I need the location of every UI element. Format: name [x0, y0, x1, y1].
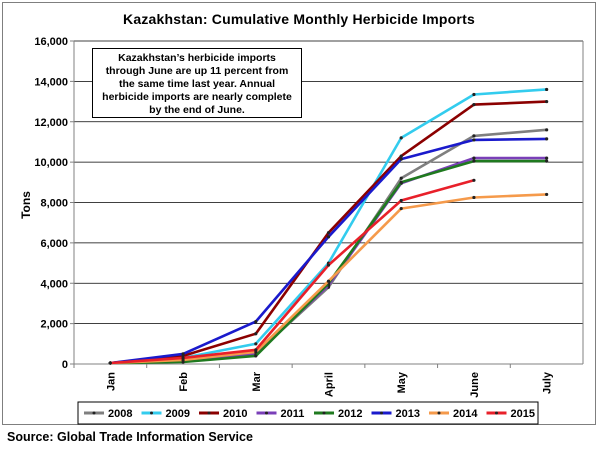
- legend-box: [77, 401, 539, 425]
- data-point-2012: [399, 180, 403, 184]
- data-point-2012: [472, 159, 476, 163]
- legend-marker-2009: [150, 411, 153, 415]
- source-note: Source: Global Trade Information Service: [7, 430, 253, 444]
- chart-plot: 0 2,000 4,000 6,000 8,000 10,000 12,000 14,000 1…: [19, 36, 584, 425]
- data-point-2012: [545, 159, 549, 163]
- series-line-2013: [110, 137, 547, 365]
- x-tick-label: April: [324, 372, 336, 397]
- legend-label-2012: 2012: [338, 408, 362, 420]
- data-point-2010: [545, 99, 549, 104]
- series-line-2015: [110, 179, 475, 365]
- y-tick-label: 6,000: [40, 238, 68, 250]
- data-point-2014: [326, 279, 331, 283]
- y-tick-labels: 0 2,000 4,000 6,000 8,000 10,000 12,000 14,000 1…: [34, 36, 68, 371]
- data-point-2008: [545, 128, 549, 132]
- legend-label-2008: 2008: [108, 408, 132, 420]
- series-line-2014: [110, 193, 547, 365]
- chart-frame: Kazakhstan: Cumulative Monthly Herbicide…: [2, 2, 596, 425]
- legend: 2008 2009 2010 2011 2012 2013 2014 2015: [77, 401, 539, 425]
- x-tick-labels: Jan Feb Mar April May June July: [105, 371, 553, 398]
- legend-marker-2014: [437, 411, 441, 415]
- data-point-2009: [254, 342, 258, 346]
- data-point-2015: [399, 198, 403, 203]
- data-point-2012: [254, 354, 258, 358]
- data-point-2013: [472, 138, 476, 142]
- y-tick-label: 16,000: [34, 36, 68, 48]
- data-point-2014: [399, 206, 403, 211]
- series-lines: [108, 87, 549, 365]
- legend-label-2014: 2014: [453, 408, 478, 420]
- legend-label-2011: 2011: [281, 408, 305, 420]
- data-point-2014: [472, 195, 476, 200]
- data-point-2013: [326, 235, 331, 239]
- data-point-2010: [254, 332, 258, 336]
- y-tick-label: 12,000: [34, 117, 68, 129]
- legend-marker-2010: [207, 411, 211, 415]
- y-tick-label: 2,000: [40, 319, 68, 331]
- data-point-2015: [326, 263, 331, 267]
- legend-label-2013: 2013: [396, 408, 420, 420]
- data-point-2008: [472, 134, 476, 138]
- data-point-2010: [326, 231, 331, 235]
- y-tick-label: 14,000: [34, 76, 68, 88]
- data-point-2009: [545, 87, 549, 92]
- x-tick-label: Feb: [178, 372, 190, 392]
- y-tick-label: 4,000: [40, 278, 68, 290]
- y-tick-label: 10,000: [34, 157, 68, 169]
- x-tick-label: Jan: [105, 372, 117, 391]
- data-point-2013: [254, 320, 258, 324]
- data-point-2015: [108, 361, 112, 365]
- data-point-2013: [545, 137, 549, 141]
- legend-marker-2008: [92, 411, 96, 415]
- data-point-2010: [472, 102, 476, 107]
- data-point-2015: [254, 348, 258, 352]
- data-point-2014: [545, 192, 549, 197]
- data-point-2015: [472, 178, 476, 182]
- data-point-2010: [399, 154, 403, 158]
- data-point-2013: [399, 157, 403, 161]
- chart-title: Kazakhstan: Cumulative Monthly Herbicide…: [123, 11, 475, 27]
- legend-marker-2011: [265, 411, 268, 415]
- annotation-box: Kazakhstan’s herbicide imports through J…: [92, 48, 302, 118]
- y-tick-label: 0: [62, 359, 68, 371]
- data-point-2009: [472, 92, 476, 97]
- x-tick-label: July: [542, 371, 554, 394]
- legend-marker-2013: [380, 411, 383, 415]
- x-tick-label: May: [396, 371, 408, 393]
- y-axis-label: Tons: [19, 191, 33, 219]
- data-point-2011: [472, 156, 476, 160]
- series-line-2009: [110, 88, 547, 365]
- legend-label-2010: 2010: [223, 408, 247, 420]
- data-point-2015: [181, 356, 185, 360]
- y-tick-label: 8,000: [40, 198, 68, 210]
- data-point-2008: [399, 176, 403, 180]
- legend-label-2009: 2009: [166, 408, 190, 420]
- x-tick-label: June: [469, 372, 481, 398]
- data-point-2013: [181, 352, 185, 356]
- legend-label-2015: 2015: [511, 408, 535, 420]
- legend-marker-2012: [322, 411, 326, 415]
- series-line-2008: [110, 128, 547, 365]
- data-point-2009: [399, 136, 403, 140]
- legend-marker-2015: [495, 411, 498, 415]
- x-tick-label: Mar: [251, 371, 263, 391]
- data-point-2011: [545, 156, 549, 160]
